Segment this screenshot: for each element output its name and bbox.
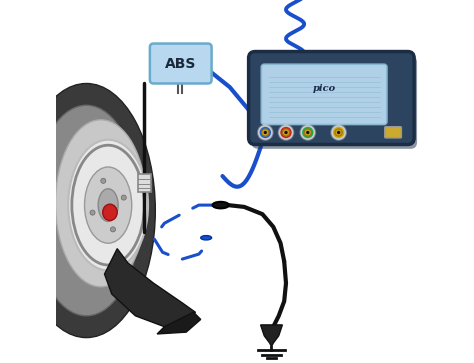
FancyBboxPatch shape: [261, 64, 387, 125]
Polygon shape: [104, 249, 195, 327]
Ellipse shape: [212, 202, 229, 208]
Circle shape: [284, 131, 288, 134]
Ellipse shape: [55, 120, 146, 287]
FancyBboxPatch shape: [385, 127, 401, 138]
Circle shape: [335, 129, 342, 136]
Circle shape: [283, 129, 290, 136]
Circle shape: [278, 124, 294, 141]
Circle shape: [101, 178, 106, 183]
Circle shape: [264, 131, 267, 134]
FancyBboxPatch shape: [252, 56, 417, 149]
Text: ABS: ABS: [165, 57, 196, 70]
Circle shape: [280, 126, 292, 139]
Ellipse shape: [98, 189, 118, 221]
FancyBboxPatch shape: [249, 52, 414, 144]
Circle shape: [259, 126, 272, 139]
Circle shape: [332, 126, 345, 139]
Polygon shape: [157, 312, 201, 334]
Circle shape: [110, 227, 116, 232]
Ellipse shape: [201, 236, 211, 240]
Circle shape: [300, 124, 316, 141]
Circle shape: [121, 195, 126, 200]
Circle shape: [304, 129, 311, 136]
Circle shape: [90, 210, 95, 215]
Ellipse shape: [32, 105, 141, 316]
FancyBboxPatch shape: [150, 44, 211, 83]
Circle shape: [306, 131, 310, 134]
Circle shape: [262, 129, 269, 136]
Circle shape: [301, 126, 314, 139]
Circle shape: [257, 124, 273, 141]
Ellipse shape: [18, 83, 155, 338]
Circle shape: [330, 124, 347, 141]
Circle shape: [337, 131, 340, 134]
Polygon shape: [261, 325, 283, 347]
Ellipse shape: [103, 204, 117, 220]
FancyBboxPatch shape: [138, 174, 151, 192]
Ellipse shape: [68, 140, 148, 270]
Text: pico: pico: [312, 85, 336, 93]
Ellipse shape: [84, 167, 132, 243]
